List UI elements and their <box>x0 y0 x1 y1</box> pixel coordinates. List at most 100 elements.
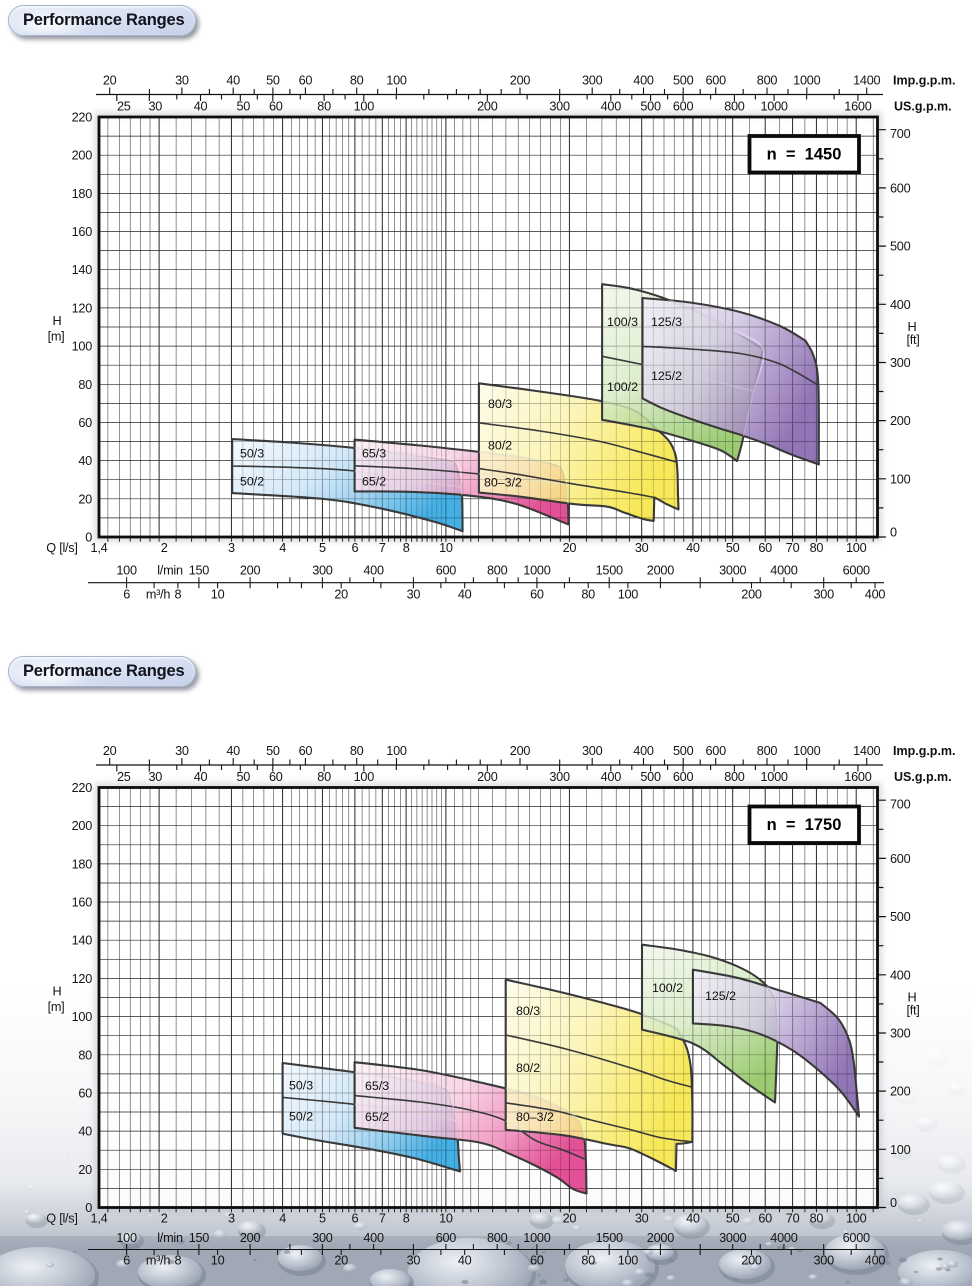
svg-text:l/min: l/min <box>157 564 183 578</box>
svg-text:600: 600 <box>705 744 726 758</box>
svg-text:500: 500 <box>640 770 661 784</box>
svg-text:30: 30 <box>635 541 649 555</box>
svg-text:150: 150 <box>189 564 210 578</box>
svg-text:400: 400 <box>633 744 654 758</box>
svg-text:100: 100 <box>846 541 867 555</box>
svg-text:50/3: 50/3 <box>240 447 264 461</box>
svg-text:160: 160 <box>72 896 93 910</box>
svg-text:30: 30 <box>175 744 189 758</box>
svg-text:200: 200 <box>240 564 261 578</box>
svg-text:300: 300 <box>890 356 911 370</box>
svg-text:20: 20 <box>563 541 577 555</box>
svg-text:1000: 1000 <box>760 770 787 784</box>
svg-text:[m]: [m] <box>48 329 65 343</box>
svg-text:20: 20 <box>334 588 348 602</box>
svg-text:2: 2 <box>161 541 168 555</box>
svg-text:4000: 4000 <box>770 564 797 578</box>
svg-text:80/3: 80/3 <box>488 397 512 411</box>
svg-text:l/min: l/min <box>157 1231 183 1245</box>
svg-text:300: 300 <box>312 564 333 578</box>
svg-text:1000: 1000 <box>793 74 820 88</box>
svg-text:H: H <box>908 320 917 334</box>
svg-text:100: 100 <box>618 588 639 602</box>
svg-text:700: 700 <box>890 798 911 812</box>
svg-text:m³/h: m³/h <box>146 1254 171 1268</box>
svg-text:6000: 6000 <box>843 564 870 578</box>
svg-text:120: 120 <box>72 972 93 986</box>
svg-text:1400: 1400 <box>853 744 880 758</box>
svg-text:50/2: 50/2 <box>289 1110 313 1124</box>
svg-text:70: 70 <box>786 541 800 555</box>
svg-text:400: 400 <box>865 1254 886 1268</box>
svg-text:600: 600 <box>436 564 457 578</box>
svg-text:140: 140 <box>72 263 93 277</box>
svg-text:200: 200 <box>510 744 531 758</box>
svg-text:800: 800 <box>724 100 745 114</box>
svg-text:300: 300 <box>549 100 570 114</box>
svg-text:8: 8 <box>403 541 410 555</box>
svg-text:80: 80 <box>810 541 824 555</box>
svg-text:50: 50 <box>236 100 250 114</box>
svg-text:US.g.p.m.: US.g.p.m. <box>894 770 952 784</box>
svg-text:200: 200 <box>240 1231 261 1245</box>
svg-text:7: 7 <box>379 541 386 555</box>
svg-text:80–3/2: 80–3/2 <box>516 1110 554 1124</box>
svg-text:80: 80 <box>810 1212 824 1226</box>
svg-text:100: 100 <box>846 1212 867 1226</box>
svg-text:65/2: 65/2 <box>362 475 386 489</box>
svg-text:40: 40 <box>458 588 472 602</box>
svg-text:200: 200 <box>890 1085 911 1099</box>
svg-text:500: 500 <box>673 744 694 758</box>
svg-text:40: 40 <box>226 74 240 88</box>
svg-text:60: 60 <box>78 416 92 430</box>
svg-text:400: 400 <box>363 564 384 578</box>
svg-text:1600: 1600 <box>844 100 871 114</box>
svg-text:8: 8 <box>174 1254 181 1268</box>
svg-text:100: 100 <box>354 100 375 114</box>
svg-text:60: 60 <box>530 1254 544 1268</box>
svg-text:160: 160 <box>72 225 93 239</box>
svg-text:400: 400 <box>890 968 911 982</box>
svg-text:1600: 1600 <box>844 770 871 784</box>
svg-text:60: 60 <box>299 74 313 88</box>
svg-text:50: 50 <box>266 74 280 88</box>
svg-text:100: 100 <box>890 472 911 486</box>
svg-text:1,4: 1,4 <box>91 541 108 555</box>
svg-text:180: 180 <box>72 187 93 201</box>
svg-text:125/3: 125/3 <box>651 315 682 329</box>
svg-text:500: 500 <box>640 100 661 114</box>
svg-text:400: 400 <box>363 1231 384 1245</box>
svg-text:2000: 2000 <box>647 1231 674 1245</box>
svg-text:65/3: 65/3 <box>362 447 386 461</box>
svg-text:30: 30 <box>148 770 162 784</box>
svg-text:1500: 1500 <box>596 1231 623 1245</box>
svg-text:1500: 1500 <box>596 564 623 578</box>
svg-text:0: 0 <box>890 1196 897 1210</box>
svg-text:3000: 3000 <box>719 564 746 578</box>
svg-text:50: 50 <box>726 1212 740 1226</box>
svg-text:140: 140 <box>72 934 93 948</box>
svg-text:20: 20 <box>78 1163 92 1177</box>
svg-text:1000: 1000 <box>523 564 550 578</box>
svg-text:3: 3 <box>228 1212 235 1226</box>
svg-text:300: 300 <box>813 588 834 602</box>
svg-text:600: 600 <box>890 181 911 195</box>
svg-text:m³/h: m³/h <box>146 588 171 602</box>
svg-text:8: 8 <box>174 588 181 602</box>
svg-text:400: 400 <box>601 770 622 784</box>
svg-text:20: 20 <box>334 1254 348 1268</box>
svg-text:80/2: 80/2 <box>488 439 512 453</box>
svg-text:60: 60 <box>269 770 283 784</box>
svg-text:[ft]: [ft] <box>906 333 919 347</box>
svg-text:2: 2 <box>161 1212 168 1226</box>
svg-text:200: 200 <box>741 588 762 602</box>
svg-text:Q [l/s]: Q [l/s] <box>46 541 77 555</box>
svg-text:300: 300 <box>312 1231 333 1245</box>
svg-text:1,4: 1,4 <box>91 1212 108 1226</box>
svg-text:80: 80 <box>317 100 331 114</box>
svg-text:400: 400 <box>601 100 622 114</box>
svg-text:600: 600 <box>705 74 726 88</box>
svg-text:40: 40 <box>78 454 92 468</box>
svg-text:1000: 1000 <box>760 100 787 114</box>
svg-text:60: 60 <box>758 541 772 555</box>
